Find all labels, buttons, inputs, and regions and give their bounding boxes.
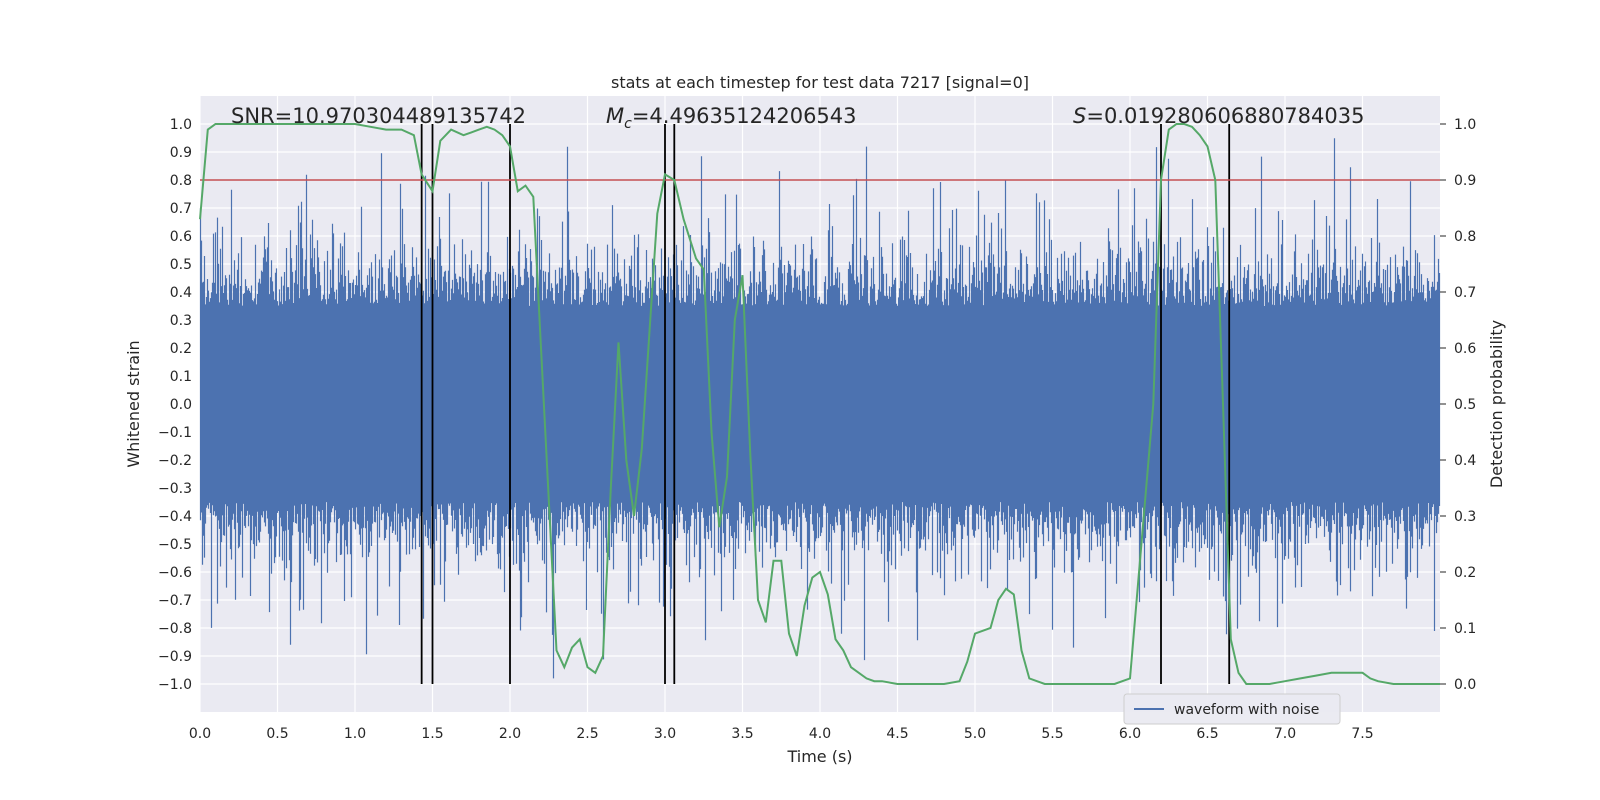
x-tick-label: 2.0 [499, 726, 521, 742]
y-tick-label: 0.5 [170, 257, 192, 273]
y-right-tick-label: 0.8 [1454, 229, 1476, 245]
y-right-tick-label: 0.2 [1454, 565, 1476, 581]
x-tick-label: 7.0 [1274, 726, 1296, 742]
legend-box [1123, 693, 1341, 725]
y-right-tick-label: 1.0 [1454, 117, 1476, 133]
chirp-mass-annotation: Mc=4.49635124206543 [606, 104, 857, 132]
x-tick-label: 5.5 [1041, 726, 1063, 742]
x-tick-label: 5.0 [964, 726, 986, 742]
y-tick-label: −0.9 [158, 649, 192, 665]
chirp-mass-value: =4.49635124206543 [632, 104, 857, 128]
y-tick-label: 0.1 [170, 369, 192, 385]
x-tick-label: 0.5 [266, 726, 288, 742]
y-tick-label: 0.3 [170, 313, 192, 329]
chirp-mass-subscript: c [624, 116, 632, 132]
y-right-tick-label: 0.7 [1454, 285, 1476, 301]
y-tick-labels: 1.0 0.9 0.8 0.7 0.6 0.5 0.4 0.3 0.2 0.1 0.0 −0.1 −0.… [158, 117, 192, 693]
detection-probability-line [199, 123, 1440, 685]
x-tick-label: 4.0 [809, 726, 831, 742]
y-tick-label: 0.6 [170, 229, 192, 245]
y-tick-label: −0.2 [158, 453, 192, 469]
chart-title: stats at each timestep for test data 721… [611, 73, 1029, 92]
y-right-tick-labels: 1.0 0.9 0.8 0.7 0.6 0.5 0.4 0.3 0.2 0.1 0.0 [1440, 117, 1476, 693]
y-tick-label: −0.1 [158, 425, 192, 441]
y-right-tick-label: 0.5 [1454, 397, 1476, 413]
vertical-markers [420, 124, 1231, 684]
y-right-tick-label: 0.3 [1454, 509, 1476, 525]
y-right-tick-label: 0.4 [1454, 453, 1476, 469]
y-right-tick-label: 0.1 [1454, 621, 1476, 637]
x-tick-labels: 0.0 0.5 1.0 1.5 2.0 2.5 3.0 3.5 4.0 4.5 5.0 5.5 6.0 6… [189, 726, 1374, 742]
y-tick-label: 0.0 [170, 397, 192, 413]
s-value: =0.019280606880784035 [1086, 104, 1364, 128]
y-right-tick-label: 0.0 [1454, 677, 1476, 693]
s-annotation: S=0.019280606880784035 [1073, 104, 1364, 128]
x-tick-label: 2.5 [576, 726, 598, 742]
x-tick-label: 0.0 [189, 726, 211, 742]
chirp-mass-symbol: M [606, 104, 624, 128]
x-tick-label: 6.0 [1119, 726, 1141, 742]
y-tick-label: −0.6 [158, 565, 192, 581]
y-right-axis-label: Detection probability [1487, 320, 1506, 488]
snr-annotation: SNR=10.970304489135742 [231, 104, 526, 128]
y-right-tick-label: 0.6 [1454, 341, 1476, 357]
y-tick-label: 0.2 [170, 341, 192, 357]
y-tick-label: −1.0 [158, 677, 192, 693]
y-tick-label: 0.4 [170, 285, 192, 301]
y-tick-label: 0.7 [170, 201, 192, 217]
x-tick-label: 1.0 [344, 726, 366, 742]
s-symbol: S [1073, 104, 1086, 128]
y-tick-label: −0.4 [158, 509, 192, 525]
y-tick-label: −0.7 [158, 593, 192, 609]
legend: waveform with noise [1123, 693, 1341, 725]
y-tick-label: 0.8 [170, 173, 192, 189]
y-axis-label: Whitened strain [124, 340, 143, 467]
y-tick-label: 1.0 [170, 117, 192, 133]
x-tick-label: 1.5 [421, 726, 443, 742]
y-tick-label: −0.8 [158, 621, 192, 637]
x-tick-label: 3.5 [731, 726, 753, 742]
x-tick-label: 7.5 [1351, 726, 1373, 742]
x-tick-label: 3.0 [654, 726, 676, 742]
x-tick-label: 4.5 [886, 726, 908, 742]
legend-label-waveform: waveform with noise [1174, 702, 1319, 718]
y-tick-label: −0.5 [158, 537, 192, 553]
y-right-tick-label: 0.9 [1454, 173, 1476, 189]
y-tick-label: −0.3 [158, 481, 192, 497]
y-tick-label: 0.9 [170, 145, 192, 161]
x-tick-label: 6.5 [1196, 726, 1218, 742]
x-axis-label: Time (s) [786, 747, 852, 766]
